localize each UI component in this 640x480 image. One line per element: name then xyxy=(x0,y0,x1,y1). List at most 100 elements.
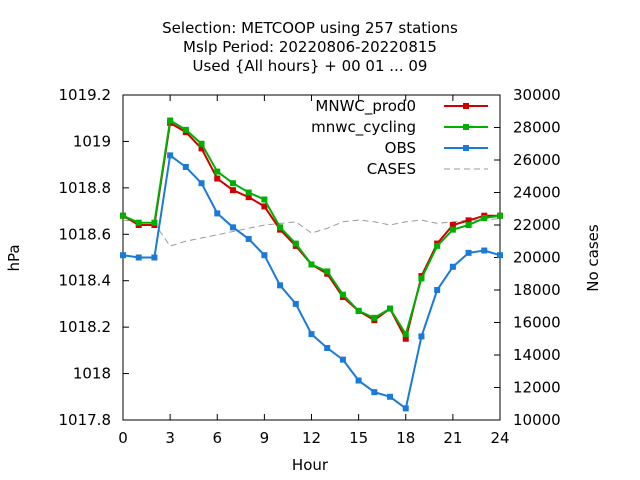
x-tick-label: 9 xyxy=(260,429,270,447)
x-axis-label: Hour xyxy=(292,456,329,474)
data-point-mnwc-prod0 xyxy=(402,335,409,342)
y-tick-label: 1018.4 xyxy=(59,272,112,290)
y2-tick-label: 14000 xyxy=(513,346,561,364)
data-point-obs xyxy=(434,287,441,293)
data-point-mnwc-cycling xyxy=(151,219,158,226)
x-tick-label: 3 xyxy=(165,429,175,447)
data-point-obs xyxy=(261,252,268,259)
legend-label-mnwc-prod0: MNWC_prod0 xyxy=(315,97,416,116)
data-point-mnwc-cycling xyxy=(167,117,174,124)
y2-tick-label: 30000 xyxy=(513,86,561,104)
data-point-mnwc-cycling xyxy=(214,168,221,175)
y-axis-label: hPa xyxy=(5,244,23,271)
data-point-obs xyxy=(182,163,189,170)
series-mnwc-prod0 xyxy=(120,119,503,342)
data-point-mnwc-prod0 xyxy=(261,203,268,210)
title-line-3: Used {All hours} + 00 01 ... 09 xyxy=(193,57,428,75)
y2-tick-label: 12000 xyxy=(513,379,561,397)
y2-tick-label: 20000 xyxy=(513,249,561,267)
plot-area xyxy=(122,94,501,421)
data-point-mnwc-cycling xyxy=(277,224,284,231)
data-point-mnwc-cycling xyxy=(449,226,456,233)
data-point-mnwc-cycling xyxy=(182,126,189,133)
data-point-obs xyxy=(497,252,503,259)
y2-tick-label: 24000 xyxy=(513,184,561,202)
data-point-mnwc-prod0 xyxy=(449,222,456,228)
chart-title: Selection: METCOOP using 257 stations Ms… xyxy=(162,19,458,75)
data-point-obs xyxy=(292,300,299,307)
data-point-mnwc-cycling xyxy=(434,242,441,249)
data-point-obs xyxy=(198,180,205,187)
data-point-obs xyxy=(387,393,394,400)
legend-marker-mnwc-cycling xyxy=(463,124,469,130)
data-point-obs xyxy=(402,405,409,412)
data-point-mnwc-cycling xyxy=(292,240,299,247)
data-point-mnwc-cycling xyxy=(418,275,425,282)
y2-axis-label: No cases xyxy=(584,224,602,292)
data-point-mnwc-cycling xyxy=(355,307,362,314)
data-series xyxy=(120,117,503,412)
series-line-mnwc-prod0 xyxy=(122,121,500,342)
series-line-mnwc-cycling xyxy=(122,118,501,337)
data-point-mnwc-cycling xyxy=(324,268,331,275)
data-point-mnwc-prod0 xyxy=(245,194,252,201)
data-point-mnwc-cycling xyxy=(120,212,126,219)
data-point-obs xyxy=(355,377,362,384)
series-mnwc-cycling xyxy=(120,117,503,338)
x-tick-label: 21 xyxy=(443,429,462,447)
x-tick-label: 15 xyxy=(349,429,368,447)
series-cases xyxy=(122,218,501,247)
data-point-obs xyxy=(308,331,315,338)
data-point-obs xyxy=(214,210,221,217)
data-point-obs xyxy=(167,152,174,159)
data-point-mnwc-cycling xyxy=(481,215,488,222)
y2-tick-label: 28000 xyxy=(513,119,561,137)
data-point-obs xyxy=(371,389,378,396)
data-point-mnwc-cycling xyxy=(402,331,409,338)
x-tick-label: 18 xyxy=(396,429,415,447)
legend: MNWC_prod0 mnwc_cycling OBS CASES xyxy=(311,97,488,178)
x-tick-label: 24 xyxy=(490,429,509,447)
data-point-obs xyxy=(465,249,472,256)
data-point-obs xyxy=(277,282,284,289)
data-point-mnwc-cycling xyxy=(308,261,315,268)
data-point-obs xyxy=(245,235,252,242)
y-tick-label: 1019 xyxy=(73,132,111,150)
legend-marker-obs xyxy=(463,145,469,151)
data-point-mnwc-cycling xyxy=(371,314,378,321)
data-point-mnwc-prod0 xyxy=(229,187,236,194)
title-line-1: Selection: METCOOP using 257 stations xyxy=(162,19,458,37)
data-point-obs xyxy=(135,254,142,261)
y-tick-label: 1019.2 xyxy=(59,86,112,104)
series-obs xyxy=(120,152,503,412)
data-point-obs xyxy=(151,254,158,261)
y2-tick-label: 26000 xyxy=(513,151,561,169)
data-point-mnwc-cycling xyxy=(339,291,346,298)
series-line-cases xyxy=(122,218,501,247)
y-tick-label: 1018.8 xyxy=(59,179,112,197)
data-point-obs xyxy=(229,224,236,231)
data-point-mnwc-cycling xyxy=(261,196,268,203)
data-point-obs xyxy=(120,252,126,259)
x-tick-label: 6 xyxy=(212,429,222,447)
axis-ticks: 0 3 6 9 12 15 18 21 24 1017.8 1018 1018.2 1018.4 1018… xyxy=(59,86,561,447)
data-point-mnwc-cycling xyxy=(497,212,503,219)
data-point-mnwc-prod0 xyxy=(465,217,472,224)
data-point-obs xyxy=(418,333,425,340)
legend-label-cases: CASES xyxy=(367,160,416,178)
x-tick-label: 12 xyxy=(302,429,321,447)
data-point-mnwc-cycling xyxy=(245,189,252,196)
legend-marker-mnwc-prod0 xyxy=(463,103,469,109)
y2-tick-label: 18000 xyxy=(513,281,561,299)
data-point-obs xyxy=(324,345,331,352)
data-point-obs xyxy=(481,247,488,254)
data-point-mnwc-cycling xyxy=(198,140,205,147)
data-point-mnwc-prod0 xyxy=(214,175,221,182)
y-tick-label: 1018.2 xyxy=(59,318,112,336)
data-point-mnwc-cycling xyxy=(465,222,472,228)
data-point-mnwc-prod0 xyxy=(198,145,205,152)
series-line-obs xyxy=(122,153,501,411)
y2-tick-label: 10000 xyxy=(513,411,561,429)
data-point-mnwc-cycling xyxy=(135,219,142,226)
